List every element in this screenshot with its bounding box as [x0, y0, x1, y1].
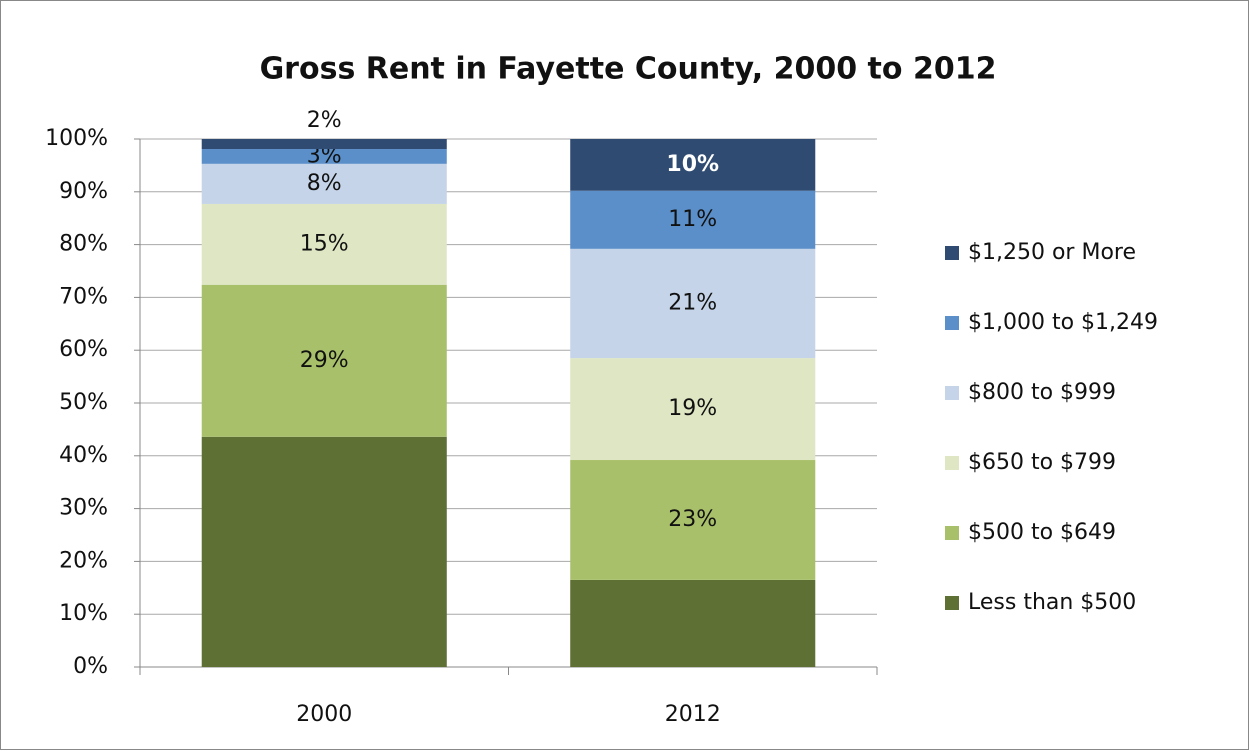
legend-swatch	[945, 316, 959, 330]
legend-swatch	[945, 596, 959, 610]
legend-swatch	[945, 386, 959, 400]
bar-segment	[201, 436, 447, 667]
data-label: 11%	[668, 207, 717, 232]
bar-segment	[570, 248, 816, 359]
x-tick-label: 2012	[665, 702, 721, 727]
legend-swatch	[945, 246, 959, 260]
legend-label: $500 to $649	[968, 520, 1116, 545]
y-tick-label: 10%	[59, 601, 108, 626]
data-label: 19%	[668, 396, 717, 421]
legend-label: $1,250 or More	[968, 240, 1136, 265]
bar-segment	[570, 358, 816, 461]
legend-label: $650 to $799	[968, 450, 1116, 475]
chart-title: Gross Rent in Fayette County, 2000 to 20…	[260, 52, 997, 87]
bar-segment	[201, 149, 447, 164]
x-tick-label: 2000	[296, 702, 352, 727]
data-label: 21%	[668, 290, 717, 315]
y-tick-label: 20%	[59, 548, 108, 573]
bar-segment	[570, 460, 816, 580]
data-label: 29%	[300, 348, 349, 373]
legend-swatch	[945, 526, 959, 540]
y-tick-label: 0%	[73, 654, 108, 679]
bar-segment	[201, 284, 447, 437]
y-tick-label: 50%	[59, 390, 108, 415]
bar-segment	[570, 190, 816, 249]
legend-label: Less than $500	[968, 590, 1136, 615]
y-tick-label: 80%	[59, 232, 108, 257]
data-label: 23%	[668, 507, 717, 532]
bar-segment	[201, 139, 447, 150]
bar-segment	[201, 163, 447, 204]
data-label: 8%	[307, 171, 342, 196]
y-tick-label: 90%	[59, 179, 108, 204]
bar-segment	[570, 579, 816, 667]
legend-swatch	[945, 456, 959, 470]
y-tick-label: 30%	[59, 496, 108, 521]
y-tick-label: 70%	[59, 284, 108, 309]
bar-segment	[570, 139, 816, 191]
bar-segment	[201, 203, 447, 285]
data-label: 2%	[307, 108, 342, 133]
data-label: 10%	[666, 152, 719, 177]
legend-label: $1,000 to $1,249	[968, 310, 1158, 335]
y-tick-label: 60%	[59, 337, 108, 362]
data-label: 15%	[300, 231, 349, 256]
legend-label: $800 to $999	[968, 380, 1116, 405]
y-tick-label: 100%	[45, 126, 108, 151]
y-tick-label: 40%	[59, 443, 108, 468]
